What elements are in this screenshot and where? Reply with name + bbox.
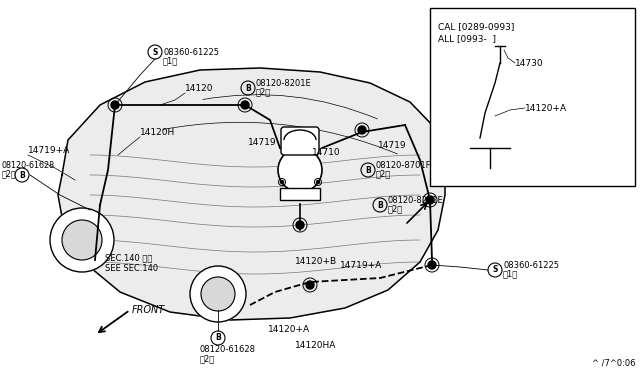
Text: 08120-61628: 08120-61628 xyxy=(200,346,256,355)
FancyBboxPatch shape xyxy=(430,8,635,186)
Polygon shape xyxy=(58,68,445,320)
Circle shape xyxy=(280,180,284,183)
Circle shape xyxy=(506,42,509,45)
Text: 08360-61225: 08360-61225 xyxy=(503,260,559,269)
Circle shape xyxy=(358,126,366,134)
Text: FRONT: FRONT xyxy=(132,305,165,315)
Text: （2）: （2） xyxy=(256,87,271,96)
Text: 14719+A: 14719+A xyxy=(28,145,70,154)
Text: 14120+A: 14120+A xyxy=(525,103,567,112)
Text: 08120-61628: 08120-61628 xyxy=(2,160,55,170)
Text: B: B xyxy=(215,334,221,343)
Text: B: B xyxy=(377,201,383,209)
Text: 14719+A: 14719+A xyxy=(340,260,382,269)
Text: 08120-8201E: 08120-8201E xyxy=(256,78,312,87)
Text: 08120-8201E: 08120-8201E xyxy=(388,196,444,205)
Text: 14120+A: 14120+A xyxy=(268,326,310,334)
Circle shape xyxy=(190,266,246,322)
Text: B: B xyxy=(365,166,371,174)
Text: ALL [0993-  ]: ALL [0993- ] xyxy=(438,34,496,43)
Text: 14710: 14710 xyxy=(312,148,340,157)
Text: 14120HA: 14120HA xyxy=(295,340,337,350)
Text: （2）: （2） xyxy=(2,170,17,179)
Circle shape xyxy=(296,221,304,229)
Text: SEE SEC.140: SEE SEC.140 xyxy=(105,264,158,273)
Text: 14120H: 14120H xyxy=(140,128,175,137)
Text: （1）: （1） xyxy=(503,269,518,279)
Text: 14120: 14120 xyxy=(185,83,214,93)
Circle shape xyxy=(62,220,102,260)
Circle shape xyxy=(201,277,235,311)
Circle shape xyxy=(306,281,314,289)
Text: （1）: （1） xyxy=(163,57,179,65)
Text: （2）: （2） xyxy=(200,355,215,363)
Circle shape xyxy=(428,261,436,269)
Text: 14730: 14730 xyxy=(515,58,543,67)
FancyBboxPatch shape xyxy=(281,127,319,155)
FancyBboxPatch shape xyxy=(280,188,320,200)
Text: S: S xyxy=(152,48,157,57)
Text: B: B xyxy=(19,170,25,180)
Circle shape xyxy=(317,180,319,183)
Text: 08360-61225: 08360-61225 xyxy=(163,48,219,57)
Text: SEC.140 参照: SEC.140 参照 xyxy=(105,253,152,262)
Circle shape xyxy=(426,196,434,204)
Text: 08120-8701F: 08120-8701F xyxy=(376,160,431,170)
Text: B: B xyxy=(245,83,251,93)
Text: ^ /7^0:06: ^ /7^0:06 xyxy=(591,359,635,368)
Text: （2）: （2） xyxy=(376,170,391,179)
Text: （2）: （2） xyxy=(388,205,403,214)
Text: 14120+B: 14120+B xyxy=(295,257,337,266)
Text: CAL [0289-0993]: CAL [0289-0993] xyxy=(438,22,515,31)
Circle shape xyxy=(278,148,322,192)
Circle shape xyxy=(50,208,114,272)
Text: 14719: 14719 xyxy=(378,141,406,150)
Text: S: S xyxy=(492,266,498,275)
Circle shape xyxy=(241,101,249,109)
Text: 14719: 14719 xyxy=(248,138,276,147)
Circle shape xyxy=(111,101,119,109)
Circle shape xyxy=(487,155,493,161)
